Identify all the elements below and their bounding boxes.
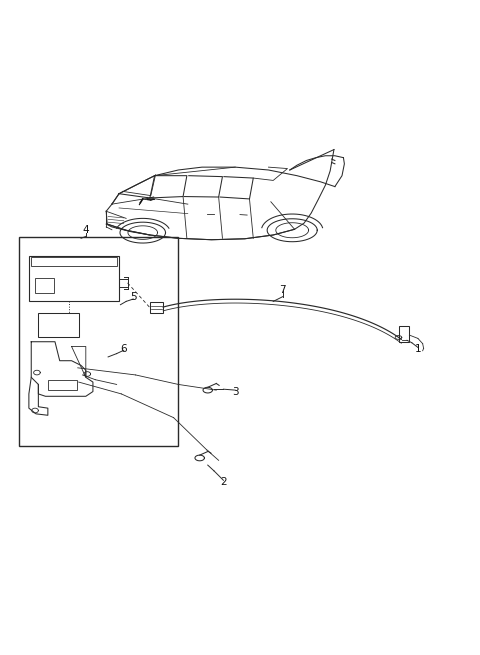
Text: 3: 3	[232, 386, 239, 396]
Text: 2: 2	[220, 477, 227, 487]
Bar	[399, 326, 409, 342]
Bar	[38, 313, 79, 337]
Bar	[29, 256, 119, 301]
Bar	[31, 257, 117, 266]
Text: 5: 5	[130, 291, 137, 302]
Text: 1: 1	[415, 344, 421, 354]
Bar	[48, 380, 77, 390]
Bar	[35, 278, 54, 293]
Bar	[150, 302, 163, 313]
Text: 4: 4	[83, 225, 89, 235]
Bar	[19, 237, 179, 446]
Text: 7: 7	[279, 284, 286, 295]
Text: 6: 6	[120, 344, 127, 354]
